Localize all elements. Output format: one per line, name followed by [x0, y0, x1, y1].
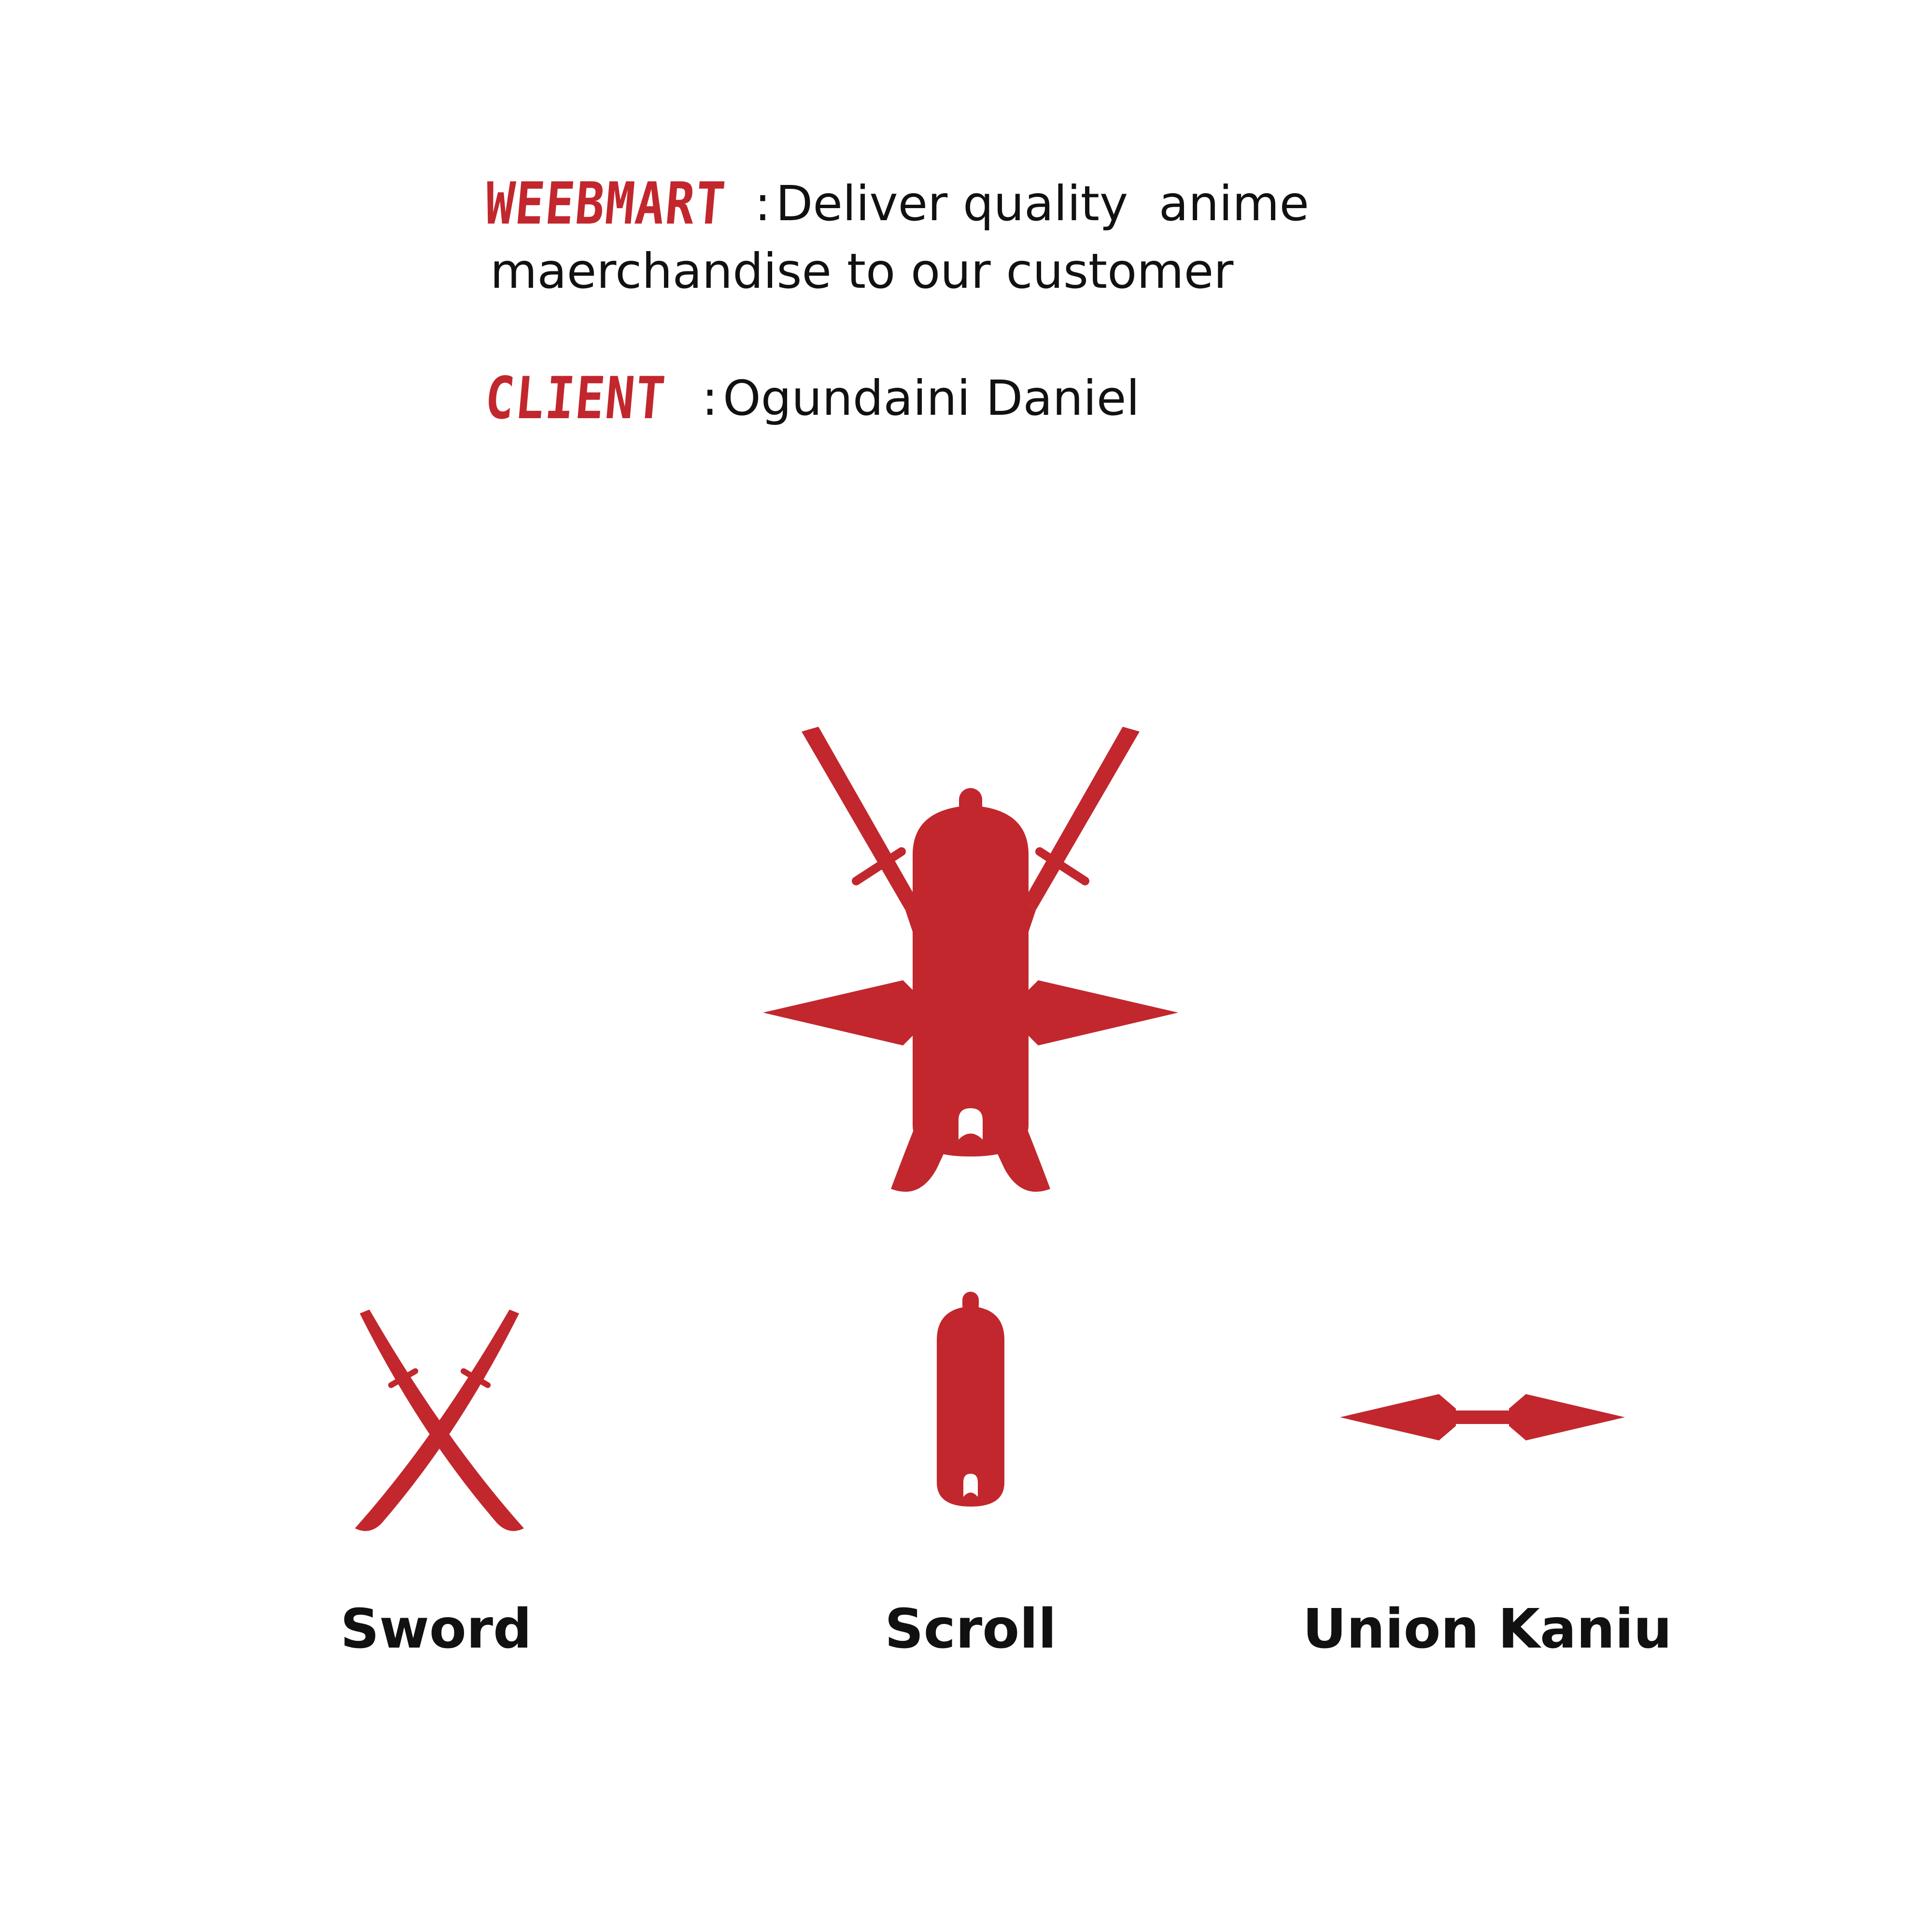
tagline-line-2: maerchandise to our customer	[490, 247, 1233, 296]
brand-tagline-line: WEEBMART: Deliver quality anime	[482, 169, 1309, 237]
client-name: Ogundaini Daniel	[722, 370, 1140, 426]
client-line: CLIENT: Ogundaini Daniel	[482, 364, 1140, 432]
tagline-part-2: maerchandise to our customer	[490, 243, 1234, 299]
kunai-caption: Union Kaniu	[1302, 1598, 1672, 1661]
separator: :	[754, 175, 771, 232]
tagline-part-1: Deliver quality anime	[776, 175, 1310, 232]
sword-caption: Sword	[340, 1598, 532, 1661]
client-separator: :	[702, 370, 718, 426]
crossed-swords-scroll-kunai-icon	[763, 727, 1178, 1192]
brand-wordmark: WEEBMART	[482, 169, 729, 238]
kunai-icon	[1340, 1394, 1625, 1440]
client-label: CLIENT	[482, 364, 669, 432]
scroll-icon	[937, 1292, 1004, 1507]
scroll-caption: Scroll	[884, 1598, 1057, 1661]
crossed-swords-icon	[355, 1310, 524, 1531]
